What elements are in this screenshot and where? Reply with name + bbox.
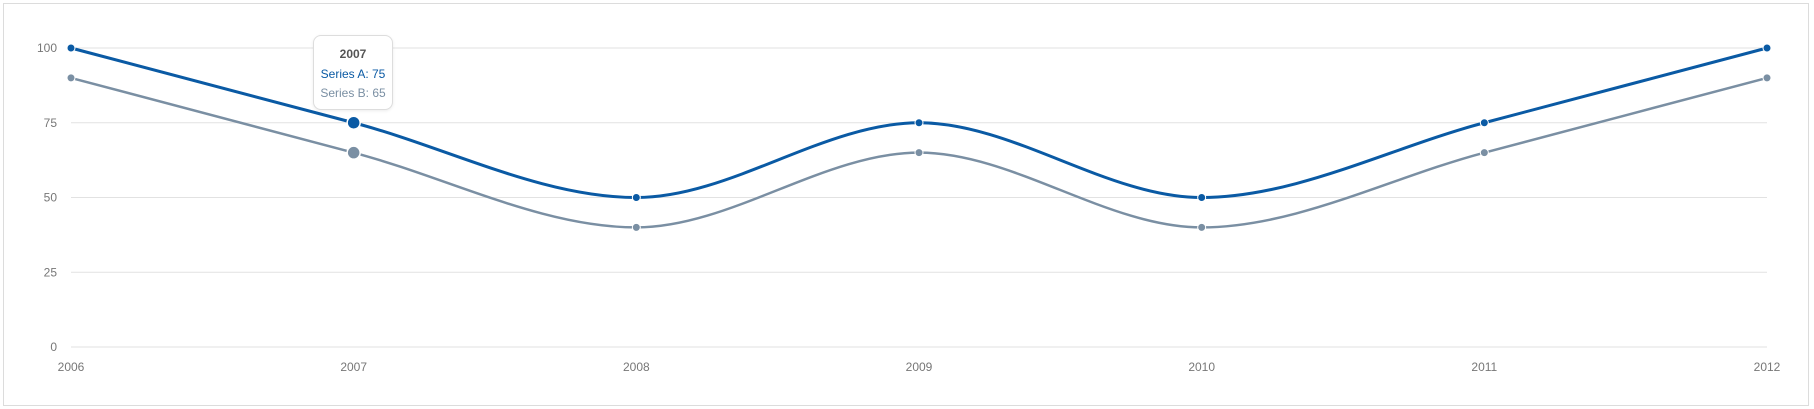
tooltip-row-series-a: Series A: 75 xyxy=(320,67,386,81)
y-tick-label: 50 xyxy=(44,191,58,205)
data-point[interactable] xyxy=(914,118,924,128)
x-axis-ticks: 2006 2007 2008 2009 2010 2011 2012 xyxy=(58,360,1781,374)
data-point[interactable] xyxy=(346,115,361,130)
x-tick-label: 2012 xyxy=(1754,360,1781,374)
y-tick-label: 100 xyxy=(37,41,57,55)
data-point[interactable] xyxy=(631,193,641,202)
y-tick-label: 0 xyxy=(50,340,57,354)
y-tick-label: 25 xyxy=(44,265,58,279)
series-a xyxy=(66,43,1772,202)
x-tick-label: 2010 xyxy=(1188,360,1215,374)
y-tick-label: 75 xyxy=(44,116,58,130)
data-point[interactable] xyxy=(1762,43,1772,53)
x-tick-label: 2008 xyxy=(623,360,650,374)
data-point[interactable] xyxy=(1479,148,1489,158)
chart-card xyxy=(3,3,1809,406)
x-tick-label: 2006 xyxy=(58,360,85,374)
data-point[interactable] xyxy=(1762,73,1772,83)
tooltip-title: 2007 xyxy=(339,47,367,61)
y-axis-ticks: 0 25 50 75 100 xyxy=(37,41,57,354)
x-tick-label: 2009 xyxy=(906,360,933,374)
data-point[interactable] xyxy=(66,43,76,53)
x-tick-label: 2011 xyxy=(1471,360,1497,374)
data-point[interactable] xyxy=(631,222,641,232)
data-point[interactable] xyxy=(346,145,361,160)
data-point[interactable] xyxy=(1479,118,1489,128)
chart-tooltip: 2007 Series A: 75 Series B: 65 xyxy=(313,35,393,110)
tooltip-row-series-b: Series B: 65 xyxy=(320,86,386,100)
series-b xyxy=(66,73,1772,232)
data-point[interactable] xyxy=(914,148,924,158)
series-layer xyxy=(66,43,1772,232)
data-point[interactable] xyxy=(1197,222,1207,232)
data-point[interactable] xyxy=(1197,193,1207,202)
data-point[interactable] xyxy=(66,73,76,83)
x-tick-label: 2007 xyxy=(340,360,367,374)
